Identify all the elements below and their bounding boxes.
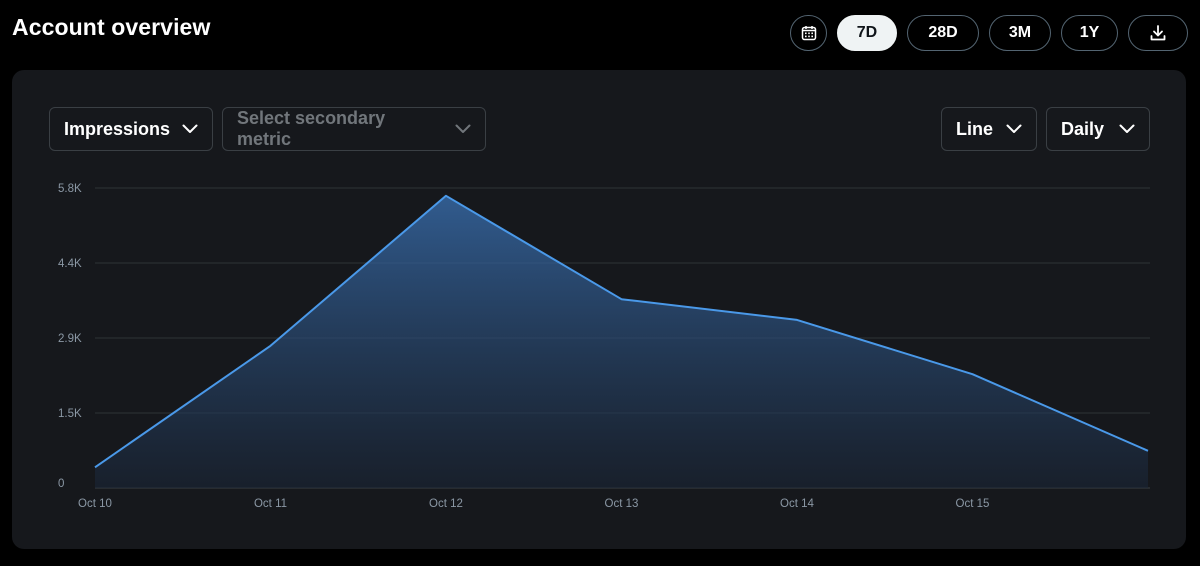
primary-metric-dropdown[interactable]: Impressions — [49, 107, 213, 151]
range-28d-button[interactable]: 28D — [907, 15, 979, 51]
download-icon — [1149, 24, 1167, 42]
primary-metric-label: Impressions — [64, 118, 171, 139]
x-tick-label: Oct 15 — [956, 498, 990, 510]
x-tick-label: Oct 12 — [429, 498, 463, 510]
range-1y-button[interactable]: 1Y — [1061, 15, 1118, 51]
calendar-icon — [801, 25, 817, 41]
y-tick-label: 5.8K — [58, 183, 82, 195]
chevron-down-icon — [1006, 124, 1022, 134]
date-picker-button[interactable] — [790, 15, 827, 51]
y-tick-label: 2.9K — [58, 333, 82, 345]
range-3m-button[interactable]: 3M — [989, 15, 1051, 51]
y-tick-label: 4.4K — [58, 258, 82, 270]
page-title: Account overview — [12, 14, 211, 40]
secondary-metric-placeholder: Select secondary metric — [237, 108, 386, 149]
impressions-area — [95, 195, 1148, 489]
impressions-chart: 0 1.5K 2.9K 4.4K 5.8K Oct 10 Oct 11 Oct 12 Oct … — [58, 183, 1150, 510]
y-tick-label: 0 — [58, 478, 64, 490]
chevron-down-icon — [182, 124, 198, 134]
x-tick-label: Oct 14 — [780, 498, 814, 510]
secondary-metric-dropdown[interactable]: Select secondary metric — [222, 107, 486, 151]
x-tick-label: Oct 11 — [254, 498, 287, 510]
y-tick-label: 1.5K — [58, 408, 82, 420]
x-tick-label: Oct 10 — [78, 498, 112, 510]
chart-type-dropdown[interactable]: Line — [941, 107, 1037, 151]
analytics-card: Impressions Select secondary metric Line… — [12, 70, 1186, 549]
chevron-down-icon — [455, 124, 471, 134]
interval-label: Daily — [1061, 118, 1105, 139]
chart-type-label: Line — [956, 118, 994, 139]
range-7d-button[interactable]: 7D — [837, 15, 897, 51]
download-button[interactable] — [1128, 15, 1188, 51]
chevron-down-icon — [1119, 124, 1135, 134]
interval-dropdown[interactable]: Daily — [1046, 107, 1150, 151]
x-tick-label: Oct 13 — [605, 498, 639, 510]
toolbar: 7D 28D 3M 1Y — [790, 15, 1188, 51]
